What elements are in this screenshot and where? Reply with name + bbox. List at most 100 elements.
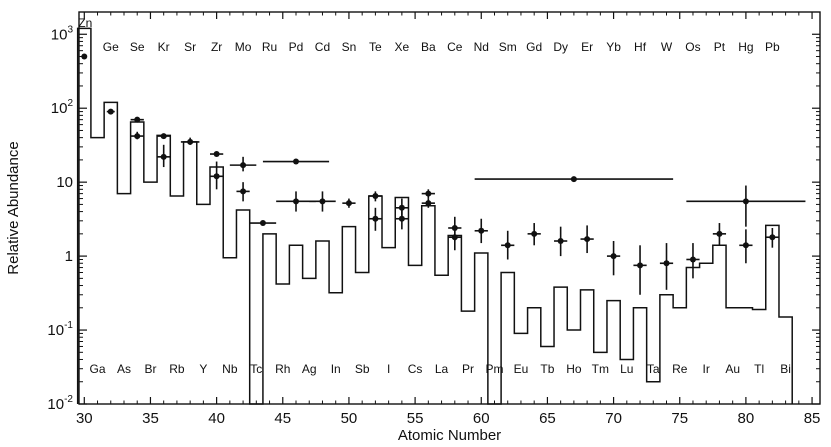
element-label-la: La [435, 362, 449, 376]
y-tick-label: 103 [51, 24, 74, 43]
element-label-i: I [387, 362, 390, 376]
data-point [659, 243, 674, 290]
x-axis-title: Atomic Number [398, 427, 501, 444]
y-tick-label: 10 [56, 174, 73, 191]
element-label-ir: Ir [703, 362, 710, 376]
element-label-te: Te [369, 40, 382, 54]
point-marker [372, 215, 379, 222]
data-point [130, 131, 144, 140]
x-axis: 30 35 40 45 50 55 60 65 70 75 80 85 [76, 12, 820, 427]
point-marker [504, 242, 511, 249]
data-point [209, 161, 224, 190]
data-point [448, 225, 462, 251]
data-point [765, 227, 779, 248]
data-point [686, 243, 700, 279]
data-point [395, 207, 409, 230]
data-point [249, 220, 277, 227]
x-tick-label: 85 [804, 410, 821, 427]
point-marker [398, 215, 405, 222]
point-marker [570, 176, 577, 183]
element-label-ba: Ba [421, 40, 436, 54]
element-label-ag: Ag [302, 362, 317, 376]
element-label-sb: Sb [355, 362, 370, 376]
point-marker [637, 262, 644, 269]
data-point [686, 185, 806, 227]
element-label-re: Re [672, 362, 688, 376]
element-label-tc: Tc [250, 362, 262, 376]
element-labels: Zn Ge Se Kr Sr Zr Mo Ru Pd Cd Sn Te Xe Ba Ce Nd Sm Gd Dy Er… [78, 16, 791, 376]
point-marker [478, 227, 485, 234]
x-tick-label: 60 [473, 410, 490, 427]
point-marker [689, 256, 696, 263]
element-label-as: As [117, 362, 131, 376]
element-label-ru: Ru [262, 40, 277, 54]
data-point [580, 225, 594, 254]
point-marker [134, 116, 141, 123]
point-marker [240, 162, 247, 169]
element-label-ce: Ce [447, 40, 463, 54]
x-tick-label: 30 [76, 410, 93, 427]
element-label-rh: Rh [275, 362, 290, 376]
data-point [527, 223, 541, 246]
data-point [236, 182, 250, 202]
element-label-br: Br [144, 362, 156, 376]
point-marker [742, 198, 749, 205]
point-marker [425, 200, 432, 207]
point-marker [213, 151, 220, 158]
data-point [474, 176, 674, 183]
data-point [633, 245, 647, 295]
point-marker [531, 230, 538, 237]
element-label-in: In [331, 362, 341, 376]
data-point [262, 158, 330, 165]
element-label-tm: Tm [592, 362, 609, 376]
element-label-hg: Hg [738, 40, 753, 54]
element-label-cs: Cs [408, 362, 423, 376]
point-marker [742, 242, 749, 249]
point-marker [345, 200, 352, 207]
x-tick-label: 50 [341, 410, 358, 427]
element-label-ta: Ta [647, 362, 660, 376]
element-label-nb: Nb [222, 362, 238, 376]
element-label-sr: Sr [184, 40, 196, 54]
element-label-mo: Mo [235, 40, 252, 54]
data-point [501, 230, 515, 260]
point-marker [293, 158, 300, 165]
element-label-yb: Yb [606, 40, 621, 54]
point-marker [293, 198, 300, 205]
histogram-layer [76, 27, 793, 405]
element-label-er: Er [581, 40, 593, 54]
element-label-ga: Ga [90, 362, 106, 376]
data-point [106, 108, 115, 115]
data-point [130, 116, 144, 123]
y-tick-label: 10-2 [47, 394, 73, 413]
element-label-dy: Dy [553, 40, 568, 54]
point-marker [213, 173, 220, 180]
data-point [739, 229, 753, 264]
element-label-gd: Gd [526, 40, 542, 54]
point-marker [319, 198, 326, 205]
y-tick-label: 102 [51, 98, 74, 117]
x-tick-label: 65 [539, 410, 556, 427]
element-label-tb: Tb [540, 362, 554, 376]
element-label-zn: Zn [78, 16, 92, 30]
x-tick-label: 80 [738, 410, 755, 427]
element-label-tl: Tl [754, 362, 764, 376]
x-tick-label: 55 [407, 410, 424, 427]
element-label-zr: Zr [211, 40, 222, 54]
data-point [309, 191, 336, 212]
point-marker [187, 138, 194, 145]
element-label-pt: Pt [714, 40, 726, 54]
y-axis: 10-2 10-1 1 10 102 103 [47, 24, 820, 413]
point-marker [259, 220, 266, 227]
element-label-eu: Eu [514, 362, 529, 376]
point-marker [107, 108, 114, 115]
data-point [554, 226, 568, 257]
point-marker [584, 236, 591, 243]
point-marker [716, 230, 723, 237]
data-point [421, 189, 435, 199]
data-point [81, 53, 88, 60]
element-label-w: W [661, 40, 673, 54]
element-label-os: Os [685, 40, 700, 54]
data-point [712, 223, 727, 246]
